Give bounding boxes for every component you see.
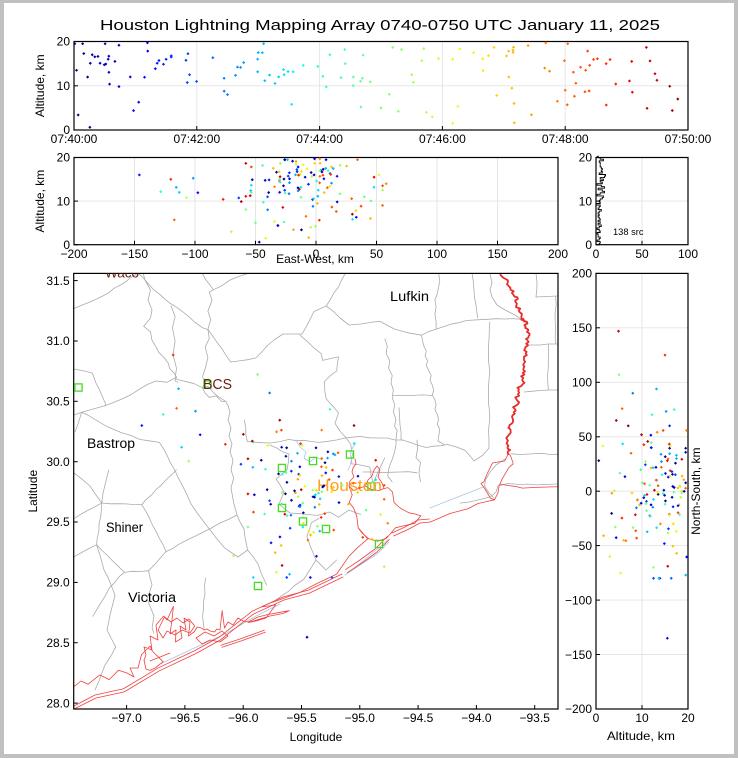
svg-text:0: 0 [585,484,592,498]
svg-text:20: 20 [57,35,71,49]
svg-text:−96.0: −96.0 [228,711,259,725]
svg-text:0: 0 [593,247,600,261]
svg-text:30.0: 30.0 [46,455,70,469]
svg-text:10: 10 [57,79,71,93]
svg-text:138 src: 138 src [613,227,644,237]
svg-text:−200: −200 [60,247,87,261]
svg-text:100: 100 [427,247,447,261]
svg-text:−50: −50 [245,247,266,261]
svg-text:−50: −50 [572,539,593,553]
svg-text:29.5: 29.5 [46,515,70,529]
svg-text:100: 100 [572,376,592,390]
svg-text:50: 50 [370,247,384,261]
svg-text:Longitude: Longitude [290,730,343,744]
svg-text:−100: −100 [181,247,208,261]
svg-text:−150: −150 [565,648,592,662]
svg-text:10: 10 [579,194,593,208]
svg-text:−97.0: −97.0 [111,711,142,725]
svg-text:200: 200 [572,267,592,281]
svg-text:Houston: Houston [317,476,382,495]
svg-text:−96.5: −96.5 [170,711,201,725]
svg-text:30.5: 30.5 [46,395,70,409]
svg-text:Altitude, km: Altitude, km [33,54,47,117]
svg-text:07:46:00: 07:46:00 [419,132,466,146]
svg-text:150: 150 [572,321,592,335]
svg-text:150: 150 [487,247,507,261]
svg-text:20: 20 [579,151,593,165]
svg-text:100: 100 [678,247,698,261]
svg-text:Houston Lightning Mapping Arra: Houston Lightning Mapping Array 0740-075… [100,18,660,34]
svg-text:07:50:00: 07:50:00 [665,132,712,146]
svg-text:07:48:00: 07:48:00 [542,132,589,146]
svg-text:07:44:00: 07:44:00 [296,132,343,146]
svg-text:−200: −200 [565,702,592,716]
svg-text:East-West, km: East-West, km [276,252,354,266]
svg-text:−100: −100 [565,593,592,607]
svg-text:−95.0: −95.0 [345,711,376,725]
svg-text:0: 0 [585,238,592,252]
svg-text:50: 50 [635,247,649,261]
svg-text:28.5: 28.5 [46,636,70,650]
svg-text:−94.0: −94.0 [461,711,492,725]
svg-text:31.0: 31.0 [46,334,70,348]
svg-text:North-South, km: North-South, km [689,448,703,535]
svg-text:20: 20 [681,711,695,725]
svg-text:200: 200 [548,247,568,261]
svg-text:−150: −150 [121,247,148,261]
svg-text:0: 0 [313,247,320,261]
svg-text:0: 0 [63,238,70,252]
svg-text:10: 10 [635,711,649,725]
svg-text:Lufkin: Lufkin [390,289,429,304]
svg-text:Latitude: Latitude [26,470,40,513]
svg-text:07:42:00: 07:42:00 [173,132,220,146]
svg-text:BCS: BCS [203,377,232,393]
svg-text:0: 0 [593,711,600,725]
svg-text:Waco: Waco [105,266,139,281]
svg-text:07:40:00: 07:40:00 [51,132,98,146]
svg-text:Altitude, km: Altitude, km [33,170,47,233]
svg-text:−94.5: −94.5 [403,711,434,725]
svg-text:Altitude, km: Altitude, km [607,729,675,743]
svg-text:−93.5: −93.5 [520,711,551,725]
svg-text:−95.5: −95.5 [286,711,317,725]
svg-text:31.5: 31.5 [46,274,70,288]
svg-text:0: 0 [63,123,70,137]
svg-text:50: 50 [579,430,593,444]
svg-text:10: 10 [57,194,71,208]
svg-text:Victoria: Victoria [128,590,177,605]
svg-text:28.0: 28.0 [46,696,70,710]
svg-text:20: 20 [57,151,71,165]
svg-text:Bastrop: Bastrop [87,436,135,451]
svg-text:Shiner: Shiner [106,520,143,535]
svg-text:29.0: 29.0 [46,576,70,590]
